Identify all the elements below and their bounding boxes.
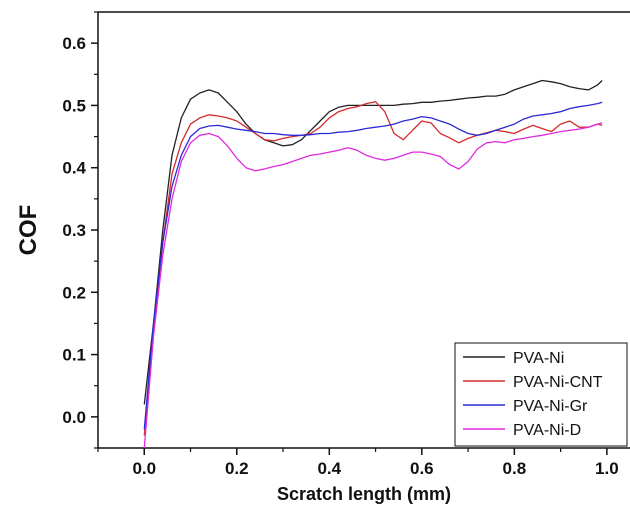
series-line-pva-ni-cnt [143,101,603,436]
legend-label: PVA-Ni-D [513,422,581,439]
x-tick-label: 0.2 [225,459,249,478]
y-tick-label: 0.6 [62,34,86,53]
y-tick-label: 0.5 [62,96,86,115]
x-tick-label: 1.0 [595,459,619,478]
series-layer [143,79,603,449]
series-line-pva-ni [143,79,603,405]
x-tick-label: 0.4 [317,459,341,478]
x-tick-label: 0.6 [410,459,434,478]
legend: PVA-Ni PVA-Ni-CNT PVA-Ni-Gr PVA-Ni-D [454,342,628,447]
series-line-pva-ni-d [143,122,603,449]
y-axis-ticks: 0.0 0.1 0.2 0.3 0.4 0.5 0.6 [62,11,98,449]
x-tick-label: 0.8 [503,459,527,478]
y-tick-label: 0.2 [62,283,86,302]
x-axis-ticks: 0.0 0.2 0.4 0.6 0.8 1.0 [97,448,619,478]
legend-label: PVA-Ni [513,350,564,367]
y-tick-label: 0.1 [62,346,86,365]
y-axis-title: COF [15,205,42,256]
y-tick-label: 0.4 [62,159,86,178]
series-line-pva-ni-gr [143,101,603,430]
x-tick-label: 0.0 [132,459,156,478]
y-tick-label: 0.3 [62,221,86,240]
y-tick-label: 0.0 [62,408,86,427]
legend-label: PVA-Ni-CNT [513,374,603,391]
legend-label: PVA-Ni-Gr [513,398,588,415]
x-axis-title: Scratch length (mm) [277,484,451,504]
